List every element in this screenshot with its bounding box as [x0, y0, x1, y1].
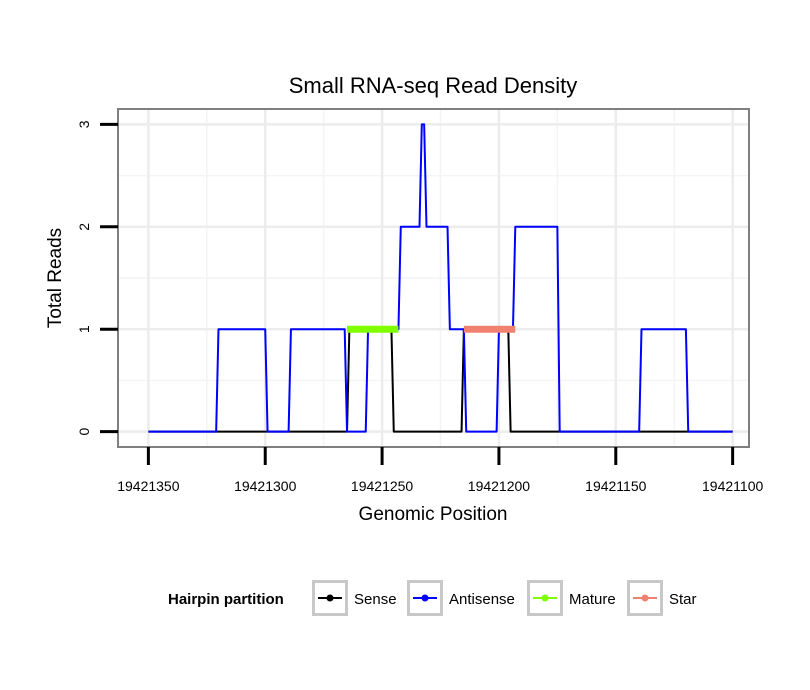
y-tick-label-2: 2 — [76, 223, 92, 231]
legend-label-sense: Sense — [354, 591, 397, 608]
y-tick-label-1: 1 — [76, 325, 92, 333]
plot-panel-border — [117, 108, 750, 448]
legend-title: Hairpin partition — [168, 591, 284, 608]
legend-marker-star — [641, 594, 649, 602]
legend-label-mature: Mature — [569, 591, 616, 608]
x-tick-label-3: 19421200 — [468, 478, 531, 494]
x-axis: 19421350 19421300 19421250 19421200 19421150… — [117, 447, 763, 494]
x-axis-title: Genomic Position — [359, 504, 508, 525]
series-line-antisense — [148, 123, 733, 433]
legend-marker-antisense — [421, 594, 429, 602]
plot-series — [148, 123, 733, 433]
x-tick-label-0: 19421350 — [117, 478, 180, 494]
legend-marker-mature — [541, 594, 549, 602]
legend-label-star: Star — [669, 591, 697, 608]
legend-label-antisense: Antisense — [449, 591, 515, 608]
grid — [118, 109, 749, 447]
x-tick-label-4: 19421150 — [585, 478, 646, 494]
legend-marker-sense — [326, 594, 334, 602]
x-tick-label-2: 19421250 — [351, 478, 414, 494]
x-tick-label-1: 19421300 — [234, 478, 297, 494]
y-tick-label-3: 3 — [76, 120, 92, 128]
y-tick-label-0: 0 — [76, 428, 92, 436]
y-axis: 0 1 2 3 — [76, 120, 118, 436]
x-tick-label-5: 19421100 — [702, 478, 763, 494]
chart-title: Small RNA-seq Read Density — [289, 73, 578, 98]
y-axis-title: Total Reads — [45, 228, 66, 328]
legend: Hairpin partition Sense Antisense Mature St… — [168, 580, 697, 616]
series-line-sense — [148, 328, 733, 433]
